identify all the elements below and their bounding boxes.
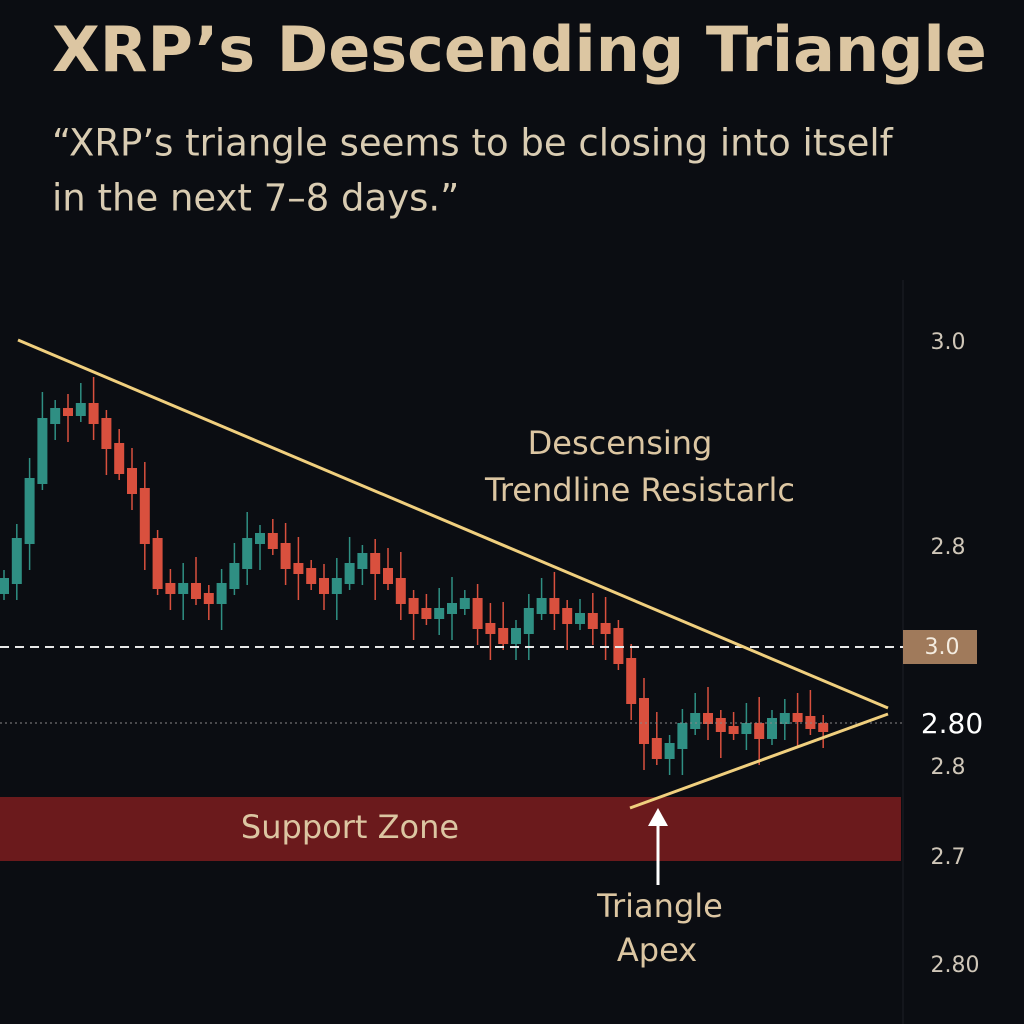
candle-body — [293, 563, 304, 574]
resistance-label: Descensing — [528, 424, 713, 462]
candle-body — [587, 613, 598, 629]
candle-body — [472, 598, 483, 629]
y-axis-label: 3.0 — [931, 330, 966, 355]
candle-body — [306, 568, 317, 584]
candle-body — [255, 533, 265, 544]
candle-body — [485, 623, 496, 634]
support-line — [629, 712, 889, 810]
candle-body — [165, 583, 176, 594]
candle-body — [37, 418, 48, 484]
candle-body — [88, 403, 99, 424]
resistance-label: Trendline Resistarlc — [484, 471, 795, 509]
candle-body — [178, 583, 189, 594]
price-badge — [903, 630, 977, 664]
candle-body — [523, 608, 534, 634]
y-axis: 3.0 2.8 2.80 2.8 2.7 2.80 — [921, 330, 983, 978]
candle-body — [331, 578, 342, 594]
resistance-line — [17, 338, 889, 710]
candle-body — [75, 403, 86, 416]
candle-body — [626, 658, 637, 704]
candle-body — [664, 743, 675, 759]
candle-body — [549, 598, 560, 614]
candle-body — [677, 723, 688, 749]
candle-body — [114, 443, 125, 474]
candle-body — [319, 578, 329, 594]
price-badge-label: 3.0 — [925, 635, 960, 660]
candle-body — [280, 543, 291, 569]
candle-body — [267, 533, 278, 549]
candle-body — [344, 563, 355, 584]
candle-body — [715, 718, 726, 732]
candle-body — [767, 718, 777, 739]
candle-body — [152, 538, 163, 589]
candle-body — [728, 726, 739, 734]
apex-label: Apex — [617, 931, 697, 969]
candle-body — [600, 623, 611, 634]
candle-body — [139, 488, 150, 544]
candle-body — [383, 568, 393, 584]
apex-arrowhead — [648, 808, 668, 826]
candle-body — [0, 578, 9, 594]
quote-line: in the next 7–8 days.” — [52, 177, 459, 220]
candle-body — [754, 723, 765, 739]
candle-body — [395, 578, 406, 604]
candle-body — [459, 598, 470, 609]
candle-body — [703, 713, 713, 724]
candle-body — [690, 713, 701, 729]
candle-body — [24, 478, 35, 544]
candle-body — [498, 628, 509, 644]
candle-body — [203, 593, 214, 604]
candle-body — [101, 418, 112, 449]
candle-body — [11, 538, 22, 584]
y-axis-label: 2.80 — [931, 953, 980, 978]
support-zone — [0, 797, 901, 861]
support-label: Support Zone — [241, 808, 459, 846]
candle-body — [651, 738, 662, 759]
candle-body — [50, 408, 61, 424]
y-axis-label: 2.7 — [931, 845, 966, 870]
candle-body — [216, 583, 227, 604]
candle-body — [408, 598, 419, 614]
candle-body — [447, 603, 457, 614]
candles — [0, 377, 829, 775]
quote-line: “XRP’s triangle seems to be closing into… — [52, 122, 894, 165]
y-axis-label: 2.80 — [921, 707, 983, 740]
candle-body — [434, 608, 445, 619]
candle-body — [779, 713, 790, 724]
candle-body — [242, 538, 253, 569]
candle-body — [818, 723, 829, 732]
title: XRP’s Descending Triangle — [52, 13, 987, 86]
y-axis-label: 2.8 — [931, 535, 966, 560]
candle-body — [639, 698, 649, 744]
candle-body — [536, 598, 547, 614]
candle-body — [229, 563, 240, 589]
candle-body — [127, 468, 137, 494]
candle-body — [357, 553, 368, 569]
candle-body — [63, 408, 73, 416]
candle-body — [421, 608, 432, 619]
candle-body — [511, 628, 521, 644]
candle-body — [741, 723, 752, 734]
candle-body — [370, 553, 381, 574]
apex-label: Triangle — [596, 887, 723, 925]
candle-body — [792, 713, 803, 722]
y-axis-label: 2.8 — [931, 755, 966, 780]
candle-body — [562, 608, 573, 624]
candle-body — [191, 583, 201, 599]
candle-body — [575, 613, 585, 624]
